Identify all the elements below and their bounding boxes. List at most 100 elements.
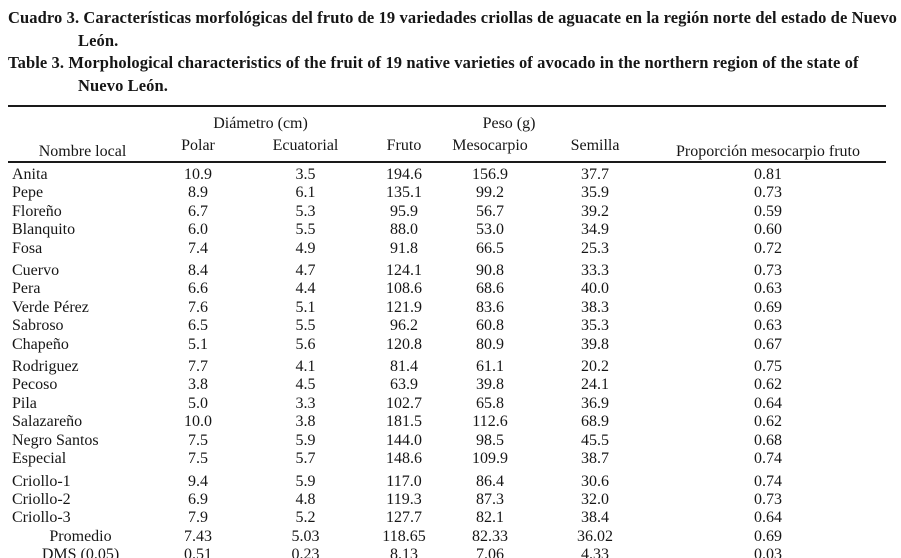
polar-cell: 8.9 <box>188 184 208 202</box>
fruto-cell: 119.3 <box>386 490 422 508</box>
row-name-cell: Anita <box>12 166 48 183</box>
fruto-cell: 118.65 <box>382 527 426 545</box>
proporcion-cell: 0.69 <box>754 298 783 316</box>
row-name-cell: Chapeño <box>12 335 69 353</box>
ecuatorial-cell: 4.7 <box>295 262 316 280</box>
fruto-cell: 124.1 <box>386 262 422 280</box>
polar-cell: 0.51 <box>184 546 212 558</box>
polar-cell: 7.5 <box>188 431 208 449</box>
polar-cell: 7.5 <box>188 450 208 468</box>
caption-english: Table 3. Morphological characteristics o… <box>8 52 893 97</box>
caption-spanish-line2: León. <box>78 30 119 50</box>
table-row: Especial 7.5 5.7 148.6 109.9 38.7 0.74 <box>8 450 886 468</box>
row-name-cell: Cuervo <box>12 262 60 280</box>
ecuatorial-cell: 5.3 <box>295 202 316 220</box>
semilla-cell: 38.4 <box>581 509 609 527</box>
caption-spanish-line1: Cuadro 3. Características morfológicas d… <box>8 8 898 27</box>
table-row: Pera 6.6 4.4 108.6 68.6 40.0 0.63 <box>8 280 886 298</box>
fruto-cell: 181.5 <box>386 413 422 431</box>
ecuatorial-cell: 5.5 <box>295 221 316 239</box>
proporcion-cell: 0.72 <box>754 239 783 257</box>
polar-cell: 7.9 <box>188 509 208 527</box>
header-row-groups: Nombre local Diámetro (cm) Peso (g) Prop… <box>8 106 886 160</box>
mesocarpio-cell: 56.7 <box>476 202 504 220</box>
table-row: Pila 5.0 3.3 102.7 65.8 36.9 0.64 <box>8 395 886 413</box>
semilla-cell: 39.2 <box>581 202 609 220</box>
row-name-cell: DMS (0.05) <box>41 546 120 558</box>
proporcion-cell: 0.69 <box>754 527 783 545</box>
table-row: Floreño 6.7 5.3 95.9 56.7 39.2 0.59 <box>8 203 886 221</box>
header-peso-g: Peso (g) <box>482 115 536 132</box>
mesocarpio-cell: 109.9 <box>472 450 508 468</box>
semilla-cell: 38.7 <box>581 450 609 468</box>
mesocarpio-cell: 112.6 <box>472 413 508 431</box>
table-row: Rodriguez 7.7 4.1 81.4 61.1 20.2 0.75 <box>8 354 886 376</box>
ecuatorial-cell: 4.1 <box>295 358 316 376</box>
row-name-cell: Salazareño <box>12 413 83 431</box>
table-row: Pecoso 3.8 4.5 63.9 39.8 24.1 0.62 <box>8 376 886 394</box>
proporcion-cell: 0.63 <box>754 317 783 335</box>
semilla-cell: 45.5 <box>581 431 609 449</box>
proporcion-cell: 0.81 <box>754 166 783 183</box>
semilla-cell: 34.9 <box>581 221 609 239</box>
header-nombre-local: Nombre local <box>38 143 127 160</box>
row-name-cell: Promedio <box>49 527 112 545</box>
ecuatorial-cell: 0.23 <box>291 546 320 558</box>
proporcion-cell: 0.74 <box>754 450 783 468</box>
table-row: Pepe 8.9 6.1 135.1 99.2 35.9 0.73 <box>8 184 886 202</box>
polar-cell: 6.6 <box>188 280 208 298</box>
ecuatorial-cell: 5.2 <box>295 509 316 527</box>
semilla-cell: 4.33 <box>581 546 609 558</box>
polar-cell: 9.4 <box>188 472 208 490</box>
polar-cell: 7.7 <box>188 358 208 376</box>
semilla-cell: 25.3 <box>581 239 609 257</box>
table-row: Salazareño 10.0 3.8 181.5 112.6 68.9 0.62 <box>8 413 886 431</box>
mesocarpio-cell: 61.1 <box>476 358 504 376</box>
semilla-cell: 24.1 <box>581 376 609 394</box>
semilla-cell: 32.0 <box>581 490 609 508</box>
polar-cell: 6.9 <box>188 490 208 508</box>
ecuatorial-cell: 3.8 <box>295 413 316 431</box>
polar-cell: 10.0 <box>184 413 212 431</box>
table-row: Blanquito 6.0 5.5 88.0 53.0 34.9 0.60 <box>8 221 886 239</box>
fruto-cell: 127.7 <box>386 509 422 527</box>
mesocarpio-cell: 82.1 <box>476 509 504 527</box>
semilla-cell: 39.8 <box>581 335 609 353</box>
proporcion-cell: 0.73 <box>754 262 783 280</box>
row-name-cell: Verde Pérez <box>12 298 89 316</box>
mesocarpio-cell: 90.8 <box>476 262 504 280</box>
polar-cell: 10.9 <box>184 166 212 183</box>
proporcion-cell: 0.62 <box>754 413 783 431</box>
fruto-cell: 91.8 <box>390 239 418 257</box>
fruto-cell: 95.9 <box>390 202 418 220</box>
ecuatorial-cell: 4.5 <box>295 376 316 394</box>
row-name-cell: Pila <box>12 394 37 412</box>
proporcion-cell: 0.63 <box>754 280 783 298</box>
row-name-cell: Blanquito <box>12 221 76 239</box>
ecuatorial-cell: 5.5 <box>295 317 316 335</box>
caption-english-line2: Nuevo León. <box>78 75 169 95</box>
polar-cell: 7.43 <box>184 527 212 545</box>
ecuatorial-cell: 5.6 <box>295 335 316 353</box>
row-name-cell: Floreño <box>12 202 62 220</box>
proporcion-cell: 0.60 <box>754 221 783 239</box>
fruto-cell: 102.7 <box>386 394 422 412</box>
polar-cell: 7.4 <box>188 239 208 257</box>
proporcion-cell: 0.73 <box>754 490 783 508</box>
header-proporcion-mesocarpio: Proporción mesocarpio fruto <box>676 143 860 160</box>
mesocarpio-cell: 68.6 <box>476 280 504 298</box>
table-row: DMS (0.05) 0.51 0.23 8.13 7.06 4.33 0.03 <box>8 546 886 558</box>
fruto-cell: 81.4 <box>390 358 418 376</box>
proporcion-cell: 0.64 <box>754 394 783 412</box>
fruto-cell: 135.1 <box>386 184 422 202</box>
proporcion-cell: 0.73 <box>754 184 783 202</box>
table-row: Anita 10.9 3.5 194.6 156.9 37.7 0.81 <box>8 162 886 184</box>
table-row: Sabroso 6.5 5.5 96.2 60.8 35.3 0.63 <box>8 317 886 335</box>
proporcion-cell: 0.75 <box>754 358 783 376</box>
polar-cell: 6.5 <box>188 317 208 335</box>
fruto-cell: 8.13 <box>390 546 418 558</box>
proporcion-cell: 0.74 <box>754 472 783 490</box>
table-row: Verde Pérez 7.6 5.1 121.9 83.6 38.3 0.69 <box>8 299 886 317</box>
mesocarpio-cell: 156.9 <box>472 166 508 183</box>
ecuatorial-cell: 5.9 <box>295 431 316 449</box>
